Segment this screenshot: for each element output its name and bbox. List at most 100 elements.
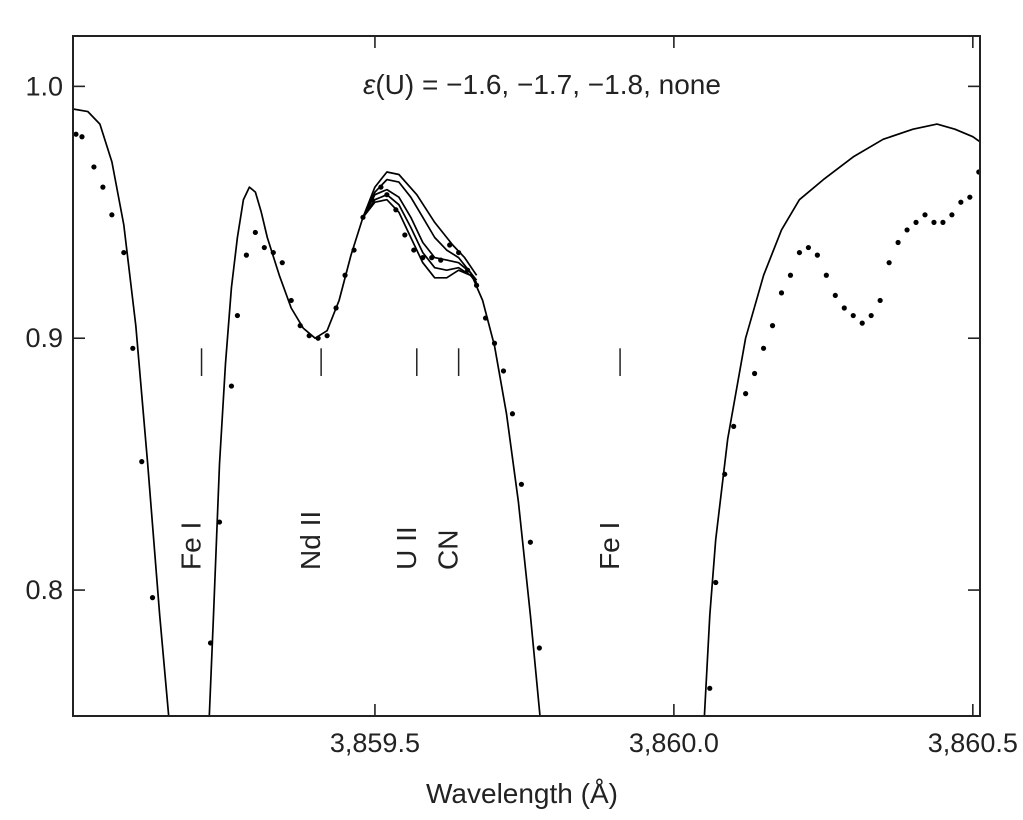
series-layer (73, 108, 1017, 716)
observed-data-point (778, 290, 785, 296)
observed-data-point (895, 239, 901, 246)
observed-data-point (823, 272, 829, 278)
observed-data-point (252, 229, 258, 236)
chart-annotation: ε(U) = −1.6, −1.7, −1.8, none (363, 69, 721, 100)
observed-data-point (91, 164, 97, 170)
observed-data-point (518, 481, 525, 487)
x-axis: 3,859.5 3,860.0 3,860.5 (330, 36, 1018, 758)
line-id-label: Fe I (594, 522, 625, 570)
observed-data-point (438, 257, 444, 263)
observed-data-point (324, 333, 330, 339)
synthetic-spectrum-line (362, 193, 478, 284)
observed-data-point (850, 312, 856, 319)
observed-data-point (841, 305, 847, 311)
observed-data-point (913, 219, 919, 225)
observed-data-point (1003, 142, 1008, 147)
observed-data-point (985, 159, 990, 164)
observed-data-point (261, 244, 267, 251)
line-id-label: U II (391, 526, 422, 570)
observed-data-point (216, 519, 223, 525)
observed-data-point (769, 323, 776, 329)
observed-data-point (369, 197, 375, 203)
observed-data-point (482, 315, 489, 321)
observed-data-point (411, 247, 417, 253)
y-tick-label: 0.9 (25, 323, 63, 353)
observed-data-point (805, 244, 812, 251)
observed-data-point (315, 335, 321, 341)
observed-data-point (536, 645, 542, 651)
observed-data-point (288, 297, 294, 304)
observed-data-point (429, 255, 435, 261)
observed-data-point (351, 247, 357, 253)
x-axis-title: Wavelength (Å) (426, 778, 618, 809)
observed-data-point (787, 272, 794, 278)
synthetic-spectrum-line (362, 198, 478, 284)
observed-data-point (713, 579, 719, 586)
y-tick-label: 1.0 (25, 71, 63, 101)
observed-data-point (139, 459, 145, 465)
observed-data-point (228, 383, 235, 389)
observed-data-point (297, 323, 303, 329)
y-axis: 0.8 0.9 1.0 (25, 71, 980, 605)
synthetic-spectrum-line (362, 188, 478, 281)
observed-data-point (796, 249, 803, 256)
observed-data-point (958, 199, 964, 205)
observed-data-point (402, 232, 408, 238)
observed-data-point (859, 320, 865, 326)
observed-data-point (743, 391, 749, 397)
observed-data-point (509, 411, 516, 417)
x-tick-label: 3,860.5 (928, 728, 1018, 758)
line-id-label: Fe I (176, 522, 207, 570)
observed-data-point (378, 184, 384, 190)
observed-data-point (949, 212, 955, 218)
observed-data-point (100, 184, 106, 190)
observed-data-point (456, 249, 462, 256)
observed-data-point (130, 345, 136, 351)
synthetic-spectrum-line (703, 123, 980, 716)
observed-data-point (877, 297, 883, 304)
observed-data-point (904, 227, 910, 233)
line-id-label: CN (433, 529, 464, 569)
observed-data-point (722, 471, 728, 477)
observed-data-point (73, 131, 79, 137)
observed-data-point (751, 370, 758, 377)
observed-data-point (207, 640, 214, 646)
observed-data-point (814, 252, 820, 258)
observed-data-point (491, 340, 498, 346)
observed-data-point (234, 312, 241, 319)
observed-data-point (270, 249, 276, 256)
observed-data-point (931, 219, 937, 225)
observed-data-point (707, 685, 713, 691)
observed-data-point (342, 272, 348, 278)
observed-data-point (420, 255, 426, 261)
observed-data-point (121, 249, 127, 256)
observed-data-point (306, 333, 312, 339)
observed-data-point (994, 149, 999, 154)
observed-data-point (384, 192, 390, 198)
observed-data-point (886, 260, 892, 266)
observed-data-point (1012, 134, 1017, 139)
x-tick-label: 3,860.0 (629, 728, 719, 758)
synthetic-spectrum-line (73, 108, 170, 716)
observed-data-point (500, 368, 507, 374)
observed-data-point (109, 212, 115, 218)
x-tick-label: 3,859.5 (330, 728, 420, 758)
observed-data-point (360, 214, 366, 220)
observed-data-point (760, 345, 767, 351)
line-id-label: Nd II (295, 511, 326, 570)
observed-data-point (527, 539, 533, 545)
observed-data-point (79, 134, 85, 140)
line-identifications: Fe I Nd II U II CN Fe I (176, 348, 625, 570)
observed-data-point (940, 219, 946, 225)
observed-data-point (868, 312, 874, 319)
observed-data-point (473, 282, 480, 288)
observed-data-point (243, 252, 249, 258)
observed-data-point (967, 194, 973, 200)
observed-data-point (465, 267, 471, 273)
observed-data-point (333, 305, 339, 311)
observed-data-point (447, 242, 453, 248)
plot-frame (72, 35, 981, 717)
y-tick-label: 0.8 (25, 575, 63, 605)
observed-data-point (731, 423, 737, 429)
